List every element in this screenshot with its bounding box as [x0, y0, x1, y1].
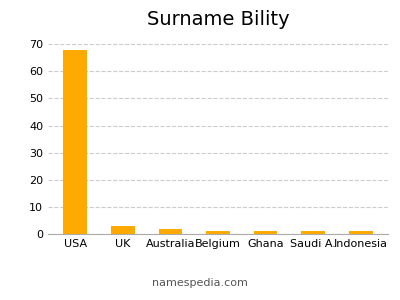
Text: namespedia.com: namespedia.com [152, 278, 248, 288]
Bar [158, 229, 182, 234]
Bar [64, 50, 87, 234]
Bar [111, 226, 135, 234]
Bar [206, 231, 230, 234]
Title: Surname Bility: Surname Bility [147, 10, 289, 29]
Bar [301, 231, 325, 234]
Bar [349, 231, 372, 234]
Bar [254, 231, 278, 234]
